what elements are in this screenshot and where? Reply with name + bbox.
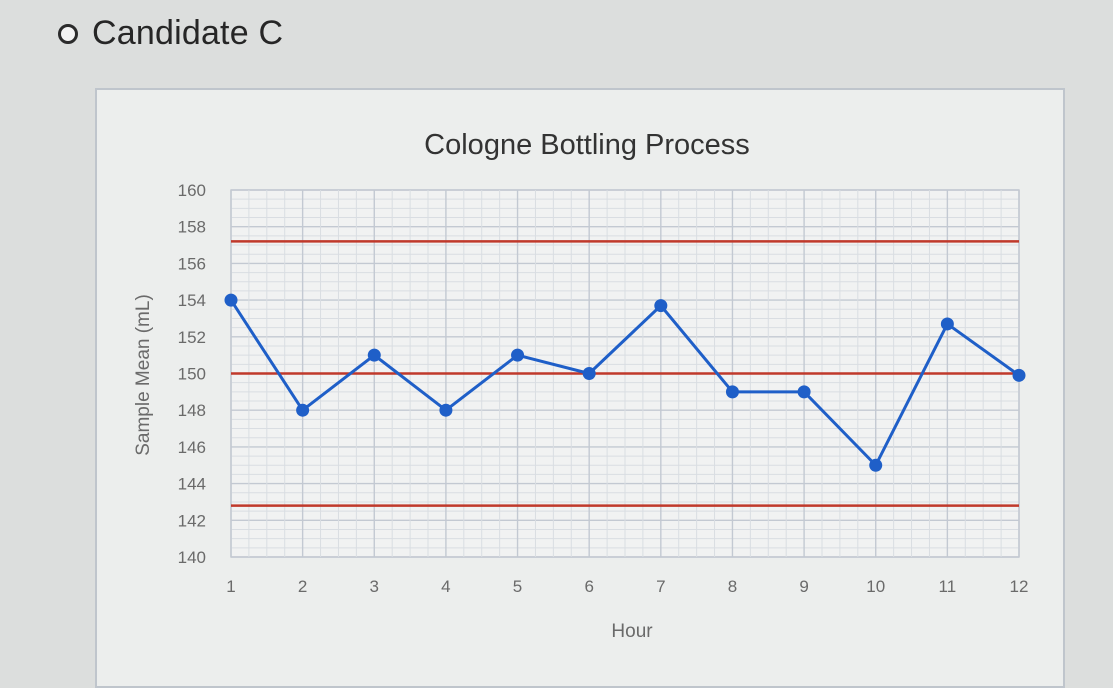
line-chart: Cologne Bottling Process Hour Sample Mea… (133, 129, 1028, 642)
data-point (439, 403, 453, 417)
y-tick-label: 152 (178, 328, 206, 347)
x-axis-title: Hour (611, 621, 653, 642)
y-tick-label: 154 (178, 291, 206, 310)
radio-button-icon[interactable] (58, 23, 78, 44)
data-point (582, 367, 596, 380)
x-tick-label: 2 (298, 577, 307, 596)
x-tick-labels: 1 2 3 4 5 6 7 8 9 10 11 12 (226, 577, 1028, 596)
x-tick-label: 4 (441, 577, 450, 596)
x-tick-label: 9 (799, 577, 808, 596)
y-tick-label: 142 (178, 511, 206, 530)
y-tick-label: 156 (178, 254, 206, 273)
control-limit-lines (231, 240, 1019, 507)
y-tick-label: 158 (178, 218, 206, 237)
x-tick-label: 11 (939, 577, 957, 596)
data-point (725, 385, 739, 399)
candidate-option[interactable]: Candidate C (58, 14, 283, 53)
data-point (797, 385, 811, 399)
y-tick-label: 148 (178, 401, 206, 420)
y-tick-label: 140 (178, 548, 206, 567)
x-tick-label: 10 (866, 577, 885, 596)
option-label: Candidate C (92, 14, 284, 52)
y-tick-label: 150 (178, 365, 206, 384)
x-tick-label: 8 (728, 577, 737, 596)
data-point (654, 299, 668, 313)
x-tick-label: 3 (370, 577, 379, 596)
x-tick-label: 6 (584, 577, 593, 596)
chart-panel: Cologne Bottling Process Hour Sample Mea… (95, 88, 1065, 688)
y-tick-label: 146 (178, 438, 206, 457)
y-tick-label: 160 (178, 181, 206, 200)
data-point (511, 348, 525, 362)
series-line (229, 299, 1020, 467)
data-point (869, 458, 883, 472)
x-tick-label: 1 (226, 577, 235, 596)
x-tick-label: 12 (1010, 577, 1029, 596)
data-point (296, 403, 310, 417)
y-tick-labels: 160 158 156 154 152 150 148 146 144 142 140 (178, 181, 206, 567)
chart-title: Cologne Bottling Process (424, 129, 750, 161)
series (224, 293, 1026, 472)
x-tick-label: 7 (656, 577, 665, 596)
y-axis-title: Sample Mean (mL) (133, 294, 154, 456)
data-point (224, 293, 238, 307)
data-point (940, 317, 954, 331)
data-point (367, 348, 381, 362)
data-point (1012, 368, 1026, 382)
y-tick-label: 144 (178, 475, 206, 494)
x-tick-label: 5 (513, 577, 522, 596)
